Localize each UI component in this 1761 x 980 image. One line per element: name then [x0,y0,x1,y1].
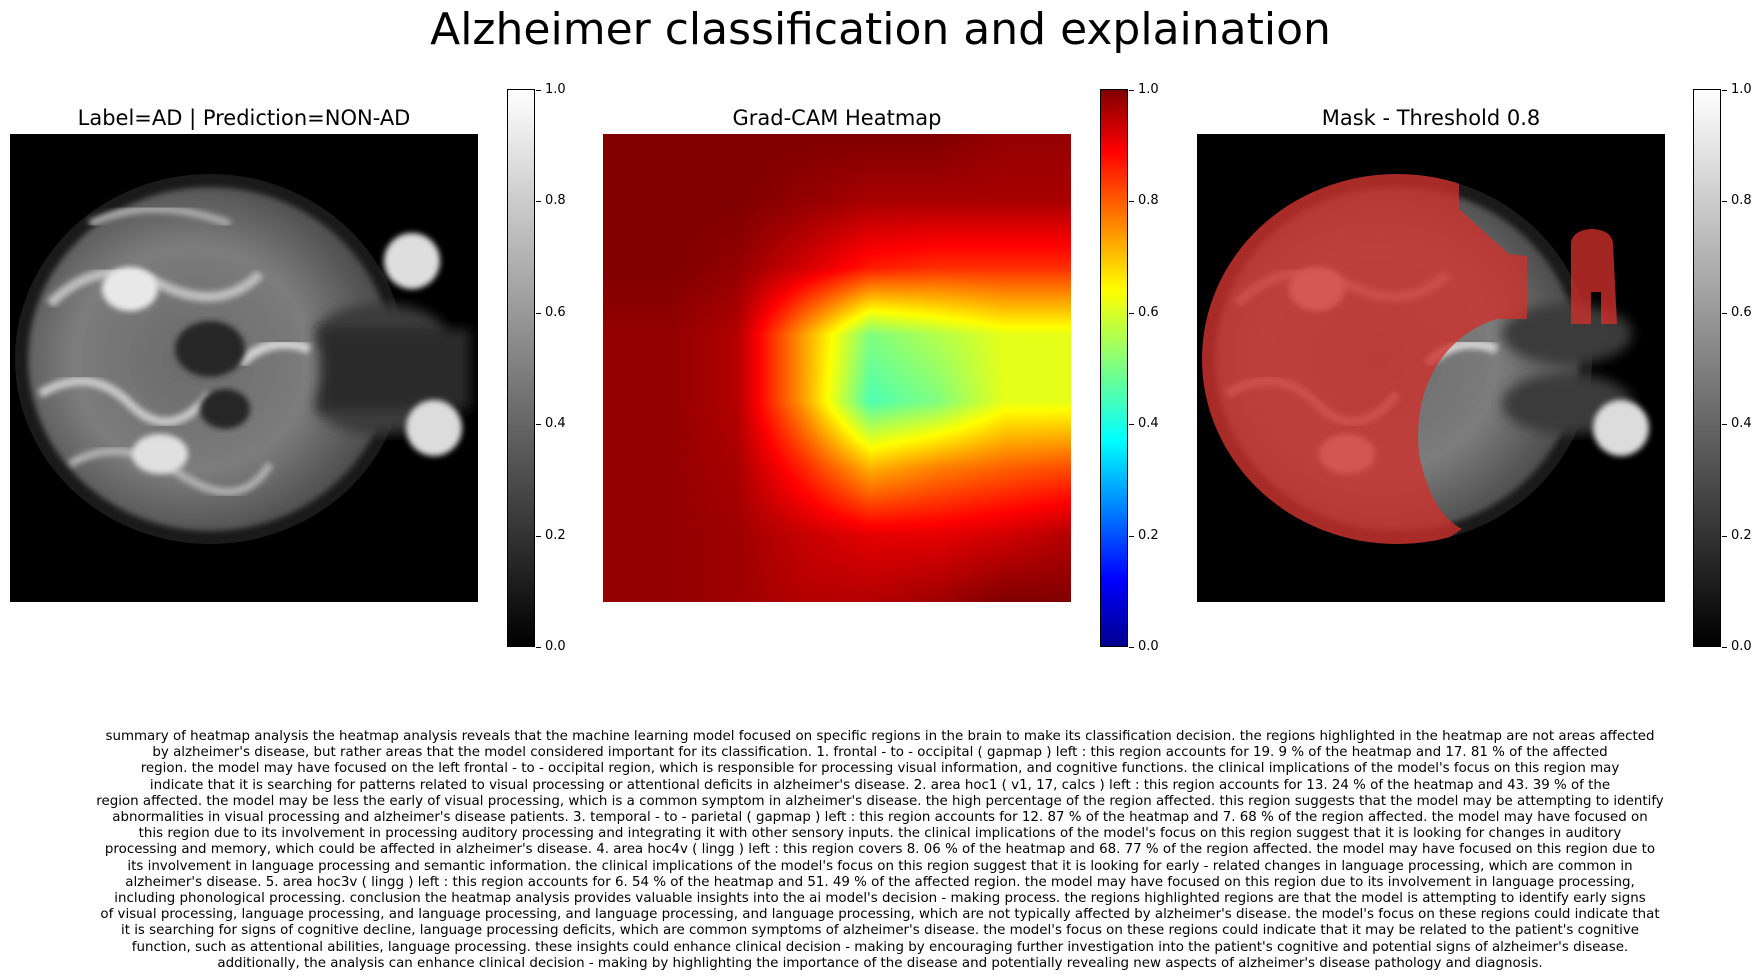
gradcam-colorbar [1100,89,1128,647]
gradcam-heatmap-canvas [603,134,1071,602]
panel-title-mask: Mask - Threshold 0.8 [1197,104,1665,132]
cbar-tick-label: 0.8 [1731,194,1752,208]
cbar-tick-label: 0.0 [545,640,566,654]
cbar-tick-label: 0.0 [1731,640,1752,654]
cbar-tick-label: 1.0 [1731,83,1752,97]
cbar-tick-label: 0.6 [545,306,566,320]
gradcam-heatmap [603,134,1071,602]
cbar-tick-label: 0.8 [1138,194,1159,208]
cbar-tick-label: 1.0 [1138,83,1159,97]
cbar-tick-label: 0.4 [545,417,566,431]
panel-title-mri: Label=AD | Prediction=NON-AD [10,104,478,132]
mask-image [1197,134,1665,602]
cbar-tick-label: 0.4 [1731,417,1752,431]
mri-image [10,134,478,602]
mri-colorbar [507,89,535,647]
cbar-tick-label: 1.0 [545,83,566,97]
cbar-tick-label: 0.2 [1138,529,1159,543]
analysis-summary: summary of heatmap analysis the heatmap … [60,729,1700,972]
cbar-tick-label: 0.0 [1138,640,1159,654]
cbar-tick-label: 0.6 [1138,306,1159,320]
cbar-tick-label: 0.2 [1731,529,1752,543]
cbar-tick-label: 0.8 [545,194,566,208]
panel-title-gradcam: Grad-CAM Heatmap [603,104,1071,132]
mask-colorbar [1693,89,1721,647]
figure-title: Alzheimer classification and explainatio… [0,2,1761,58]
cbar-tick-label: 0.4 [1138,417,1159,431]
cbar-tick-label: 0.6 [1731,306,1752,320]
cbar-tick-label: 0.2 [545,529,566,543]
